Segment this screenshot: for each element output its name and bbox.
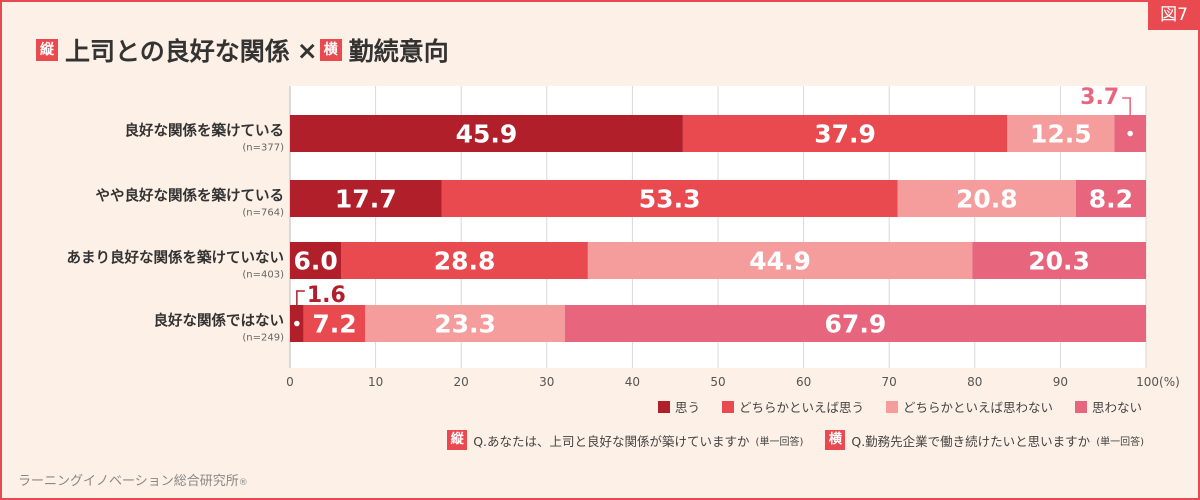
question-vertical-text: Q.あなたは、上司と良好な関係が築けていますか bbox=[473, 433, 750, 449]
x-tick-label: 20 bbox=[454, 375, 469, 389]
data-label: 20.8 bbox=[956, 185, 1018, 214]
bar-segment bbox=[1007, 115, 1115, 152]
callout-leader bbox=[296, 290, 305, 321]
data-label: 17.7 bbox=[335, 185, 397, 214]
legend-item: どちらかといえば思う bbox=[721, 397, 864, 416]
question-horizontal-text: Q.勤務先企業で働き続けたいと思いますか bbox=[851, 433, 1091, 449]
legend-label: どちらかといえば思う bbox=[738, 400, 864, 415]
legend-swatch bbox=[721, 400, 734, 413]
data-label: 8.2 bbox=[1089, 185, 1133, 214]
bar-segment bbox=[441, 180, 898, 217]
questions: 縦 Q.あなたは、上司と良好な関係が築けていますか (単一回答) 横 Q.勤務先… bbox=[447, 430, 1144, 450]
data-label: 44.9 bbox=[749, 247, 811, 276]
bar-segment bbox=[365, 305, 565, 342]
data-label: 12.5 bbox=[1030, 120, 1092, 149]
bar-segment bbox=[587, 242, 973, 279]
legend-label: 思う bbox=[674, 400, 700, 415]
bar-segment bbox=[290, 242, 342, 279]
source-text: ラーニングイノベーション総合研究所 bbox=[18, 474, 239, 489]
bar-segment bbox=[897, 180, 1076, 217]
callout-dot bbox=[292, 319, 302, 328]
x-tick-label: 30 bbox=[539, 375, 554, 389]
category-label: 良好な関係ではない bbox=[154, 312, 285, 330]
sample-size-label: (n=249) bbox=[242, 333, 284, 344]
bar-segment bbox=[972, 242, 1146, 279]
category-label: あまり良好な関係を築けていない bbox=[67, 249, 285, 267]
sample-size-label: (n=377) bbox=[242, 143, 284, 154]
data-label: 37.9 bbox=[814, 120, 876, 149]
bar-segment bbox=[341, 242, 588, 279]
x-tick-label: 80 bbox=[967, 375, 982, 389]
chart-title: 縦 上司との良好な関係 × 横 勤続意向 bbox=[36, 32, 456, 68]
data-label: 7.2 bbox=[312, 310, 356, 339]
data-label: 45.9 bbox=[456, 120, 518, 149]
x-tick-label: 90 bbox=[1053, 375, 1068, 389]
category-label: やや良好な関係を築けている bbox=[96, 187, 285, 205]
data-label: 23.3 bbox=[434, 310, 496, 339]
source-credit: ラーニングイノベーション総合研究所® bbox=[18, 470, 248, 489]
legend-label: 思わない bbox=[1091, 400, 1142, 415]
callout-label: 3.7 bbox=[1080, 85, 1119, 110]
question-horizontal-tag: 横 bbox=[825, 430, 846, 450]
data-label: 20.3 bbox=[1028, 247, 1090, 276]
data-label: 53.3 bbox=[639, 185, 701, 214]
data-label: 28.8 bbox=[434, 247, 496, 276]
x-tick-label: 10 bbox=[368, 375, 383, 389]
legend: 思う どちらかといえば思う どちらかといえば思わない 思わない bbox=[657, 397, 1142, 416]
category-label: 良好な関係を築けている bbox=[125, 122, 285, 140]
question-vertical: 縦 Q.あなたは、上司と良好な関係が築けていますか (単一回答) bbox=[447, 430, 803, 450]
title-part1: 上司との良好な関係 bbox=[65, 37, 290, 66]
question-vertical-tag: 縦 bbox=[447, 430, 468, 450]
data-label: 6.0 bbox=[294, 247, 338, 276]
figure-label: 図7 bbox=[1148, 0, 1200, 30]
x-tick-label: 40 bbox=[625, 375, 640, 389]
bar-segment bbox=[1075, 180, 1146, 217]
horizontal-axis-tag: 横 bbox=[319, 39, 342, 61]
sample-size-label: (n=403) bbox=[242, 270, 284, 281]
legend-item: どちらかといえば思わない bbox=[885, 397, 1053, 416]
bar-segment bbox=[290, 115, 683, 152]
legend-label: どちらかといえば思わない bbox=[902, 400, 1053, 415]
legend-item: 思う bbox=[657, 397, 700, 416]
callout-leader bbox=[1122, 97, 1131, 131]
callout-label: 1.6 bbox=[307, 283, 346, 308]
source-registered-mark: ® bbox=[238, 478, 248, 488]
bar-segment bbox=[303, 305, 366, 342]
title-times: × bbox=[296, 35, 318, 65]
title-part2: 勤続意向 bbox=[348, 37, 449, 66]
legend-item: 思わない bbox=[1074, 397, 1142, 416]
legend-swatch bbox=[885, 400, 898, 413]
bar-segment bbox=[682, 115, 1008, 152]
x-tick-label: 60 bbox=[796, 375, 811, 389]
x-tick-label: 100(%) bbox=[1136, 375, 1180, 389]
bar-segment bbox=[564, 305, 1146, 342]
callout-dot bbox=[1125, 129, 1135, 138]
bar-segment bbox=[290, 180, 442, 217]
x-tick-label: 70 bbox=[882, 375, 897, 389]
question-horizontal-note: (単一回答) bbox=[1096, 436, 1144, 448]
legend-swatch bbox=[657, 400, 670, 413]
x-tick-label: 0 bbox=[286, 375, 294, 389]
question-vertical-note: (単一回答) bbox=[755, 436, 804, 448]
vertical-axis-tag: 縦 bbox=[36, 39, 58, 61]
legend-swatch bbox=[1074, 400, 1087, 413]
sample-size-label: (n=764) bbox=[242, 208, 284, 219]
data-label: 67.9 bbox=[825, 310, 887, 339]
question-horizontal: 横 Q.勤務先企業で働き続けたいと思いますか (単一回答) bbox=[825, 430, 1144, 450]
x-tick-label: 50 bbox=[710, 375, 725, 389]
